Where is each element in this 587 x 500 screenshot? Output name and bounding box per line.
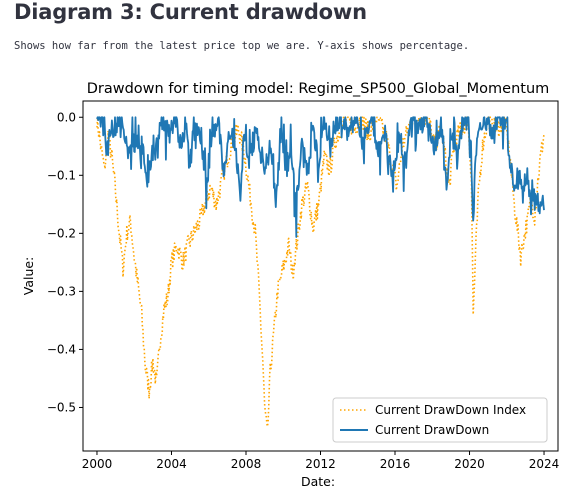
ticks-layer: 2000 2004 2008 2012 2016 2020 2024 0.0 −0.1 −0.2 −… [47, 110, 559, 471]
legend-label-drawdown: Current DrawDown [375, 423, 489, 437]
x-tick-label: 2000 [82, 457, 113, 471]
y-tick-label: −0.2 [47, 226, 76, 240]
y-tick-label: −0.5 [47, 400, 76, 414]
x-tick-label: 2016 [380, 457, 411, 471]
page-description: Shows how far from the latest price top … [14, 40, 470, 52]
x-tick-label: 2024 [529, 457, 560, 471]
x-tick-label: 2012 [305, 457, 336, 471]
y-tick-label: 0.0 [57, 110, 76, 124]
page-heading: Diagram 3: Current drawdown [14, 0, 367, 24]
series-layer [96, 116, 545, 428]
legend: Current DrawDown Index Current DrawDown [332, 397, 548, 443]
x-tick-label: 2004 [156, 457, 187, 471]
chart-title: Drawdown for timing model: Regime_SP500_… [87, 81, 550, 97]
legend-box [332, 397, 548, 443]
y-tick-label: −0.3 [47, 284, 76, 298]
y-axis-label: Value: [21, 257, 36, 296]
y-tick-label: −0.4 [47, 342, 76, 356]
series-line-drawdown [96, 116, 545, 238]
y-tick-label: −0.1 [47, 168, 76, 182]
x-tick-label: 2008 [231, 457, 262, 471]
x-tick-label: 2020 [454, 457, 485, 471]
series-line-drawdown-index [96, 116, 545, 428]
drawdown-chart: Drawdown for timing model: Regime_SP500_… [21, 81, 559, 489]
legend-label-drawdown-index: Current DrawDown Index [375, 403, 526, 417]
x-axis-label: Date: [301, 474, 335, 489]
